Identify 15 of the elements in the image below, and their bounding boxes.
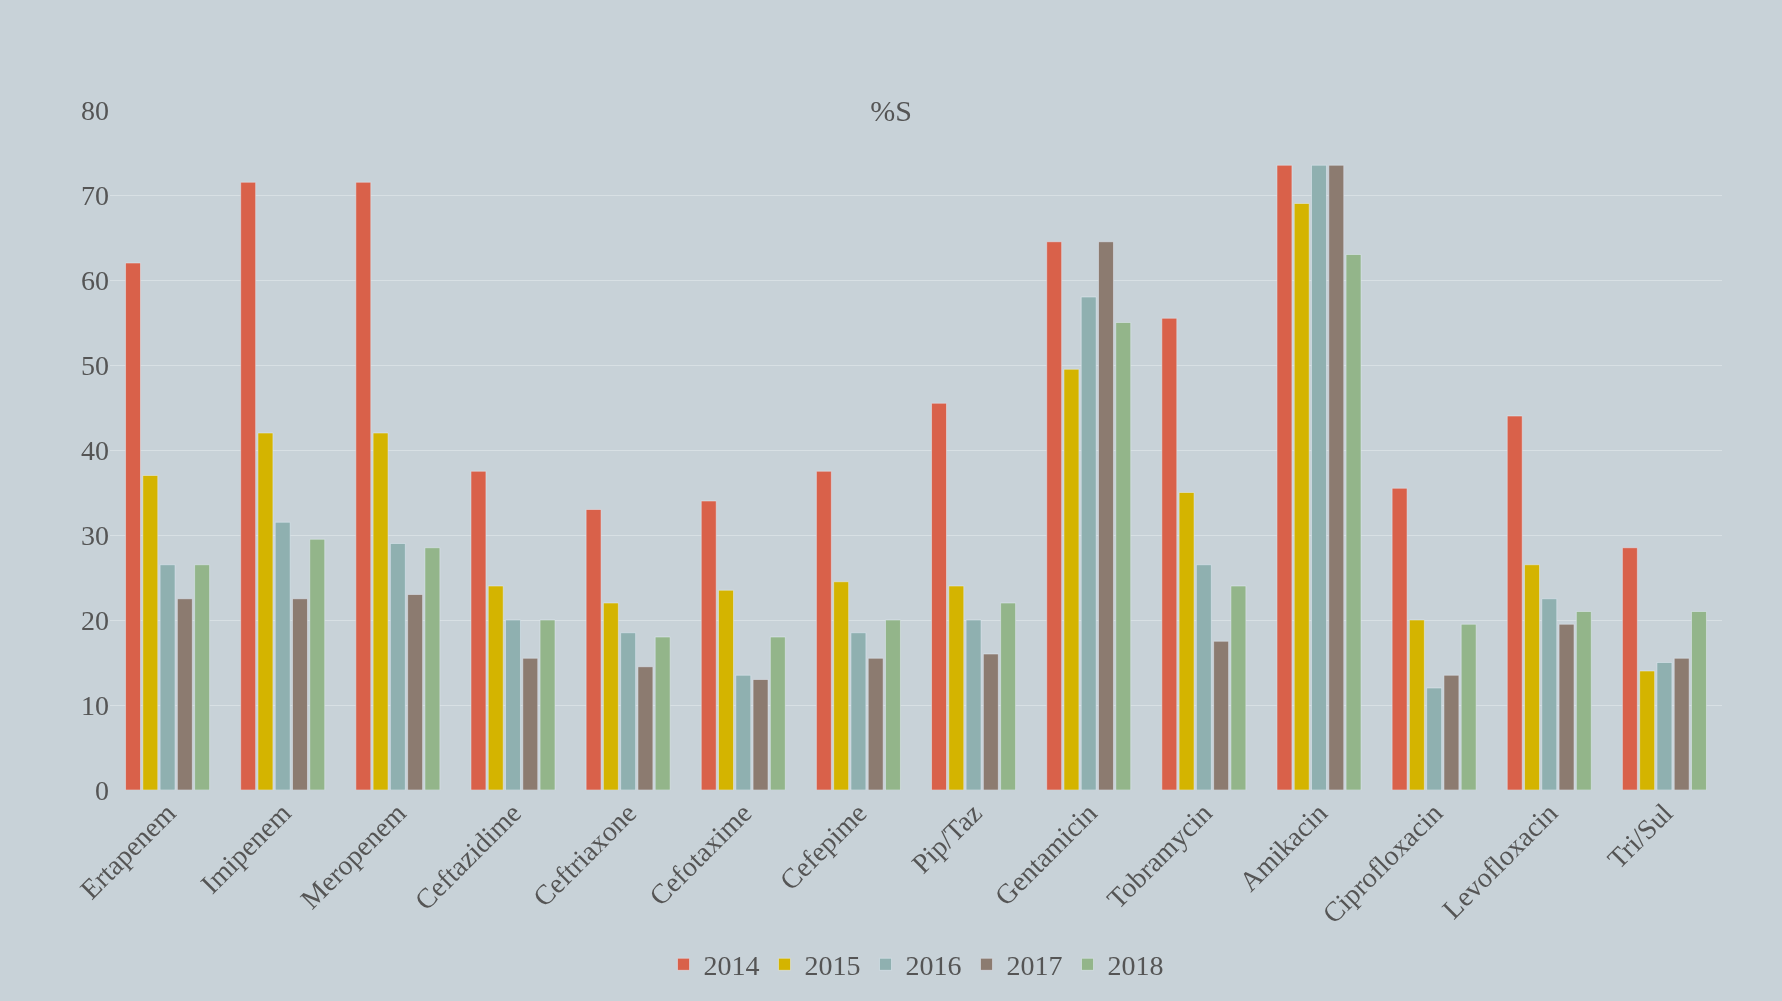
legend-label: 2015: [804, 950, 861, 982]
legend-label: 2017: [1006, 950, 1063, 982]
y-tick-label: 30: [81, 519, 109, 551]
legend-label: 2014: [703, 950, 760, 982]
y-tick-label: 70: [81, 179, 109, 211]
y-tick-label: 10: [81, 689, 109, 721]
legend-label: 2018: [1107, 950, 1164, 982]
y-tick-label: 0: [95, 774, 109, 806]
y-tick-label: 40: [81, 434, 109, 466]
y-tick-label: 60: [81, 264, 109, 296]
y-tick-label: 50: [81, 349, 109, 381]
chart-title: %S: [870, 94, 912, 128]
legend-label: 2016: [905, 950, 962, 982]
y-tick-label: 20: [81, 604, 109, 636]
y-tick-label: 80: [81, 94, 109, 126]
